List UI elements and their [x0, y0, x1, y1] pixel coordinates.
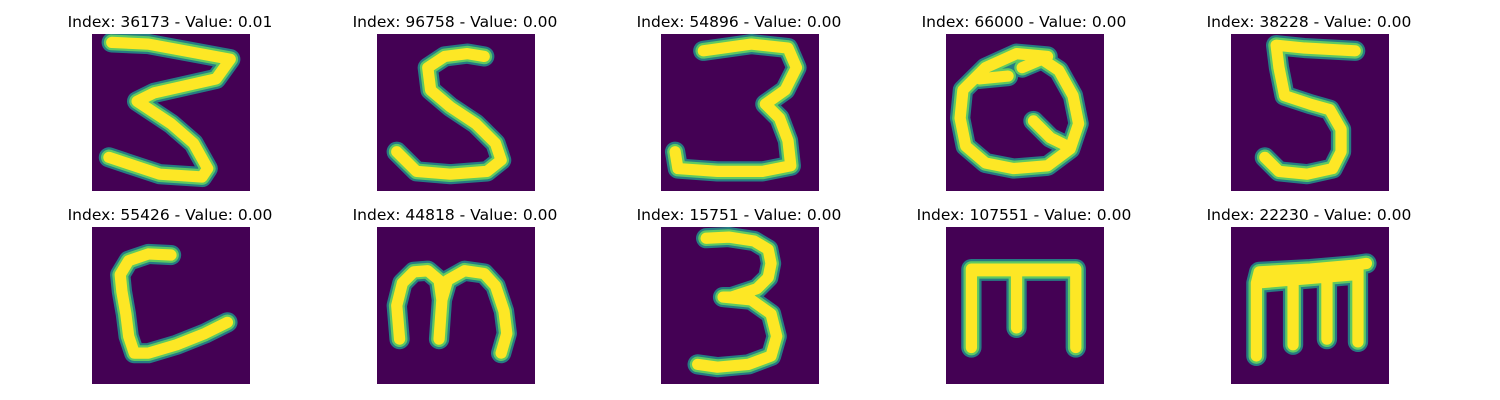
image-panel: Index: 44818 - Value: 0.00	[330, 205, 580, 385]
glyph-stroke-layer-3	[391, 48, 507, 180]
glyph-stroke-layer-3	[1250, 257, 1373, 362]
glyph-stroke-layer-3	[965, 263, 1082, 354]
glyph-stroke-layer-3	[1259, 39, 1361, 180]
handwritten-glyph-image	[92, 34, 250, 191]
panel-title: Index: 44818 - Value: 0.00	[352, 206, 558, 224]
glyph-stroke-layer-3	[391, 265, 513, 359]
panel-title: Index: 36173 - Value: 0.01	[67, 13, 273, 31]
panel-title: Index: 107551 - Value: 0.00	[916, 206, 1132, 224]
panel-title: Index: 22230 - Value: 0.00	[1206, 206, 1412, 224]
glyph-stroke-layer-3	[114, 248, 234, 359]
image-panel: Index: 55426 - Value: 0.00	[45, 205, 295, 385]
glyph-drawing	[1246, 253, 1377, 367]
glyph-stroke-layer-3	[103, 36, 236, 183]
glyph-stroke-layer-3	[954, 48, 1085, 175]
panel-title: Index: 55426 - Value: 0.00	[67, 206, 273, 224]
handwritten-glyph-image	[661, 227, 819, 384]
glyph-stroke-layer-3	[692, 231, 783, 373]
panel-title: Index: 38228 - Value: 0.00	[1206, 13, 1412, 31]
handwritten-glyph-image	[1231, 227, 1389, 384]
image-panel: Index: 15751 - Value: 0.00	[614, 205, 864, 385]
handwritten-glyph-image	[946, 227, 1104, 384]
image-panel: Index: 38228 - Value: 0.00	[1184, 12, 1434, 192]
image-panel: Index: 22230 - Value: 0.00	[1184, 205, 1434, 385]
glyph-drawing	[98, 34, 241, 188]
glyph-drawing	[961, 258, 1086, 358]
panel-title: Index: 54896 - Value: 0.00	[636, 13, 842, 31]
glyph-stroke-layer-2	[112, 246, 236, 362]
glyph-stroke-layer-3	[669, 38, 803, 177]
handwritten-glyph-image	[92, 227, 250, 384]
glyph-drawing	[1254, 35, 1366, 185]
handwritten-glyph-image	[946, 34, 1104, 191]
glyph-drawing	[687, 227, 787, 378]
handwritten-glyph-image	[1231, 34, 1389, 191]
panel-title: Index: 66000 - Value: 0.00	[921, 13, 1127, 31]
panel-title: Index: 15751 - Value: 0.00	[636, 206, 842, 224]
panel-title: Index: 96758 - Value: 0.00	[352, 13, 558, 31]
glyph-stroke-layer-2	[667, 36, 805, 180]
handwritten-glyph-image	[377, 34, 535, 191]
image-panel: Index: 107551 - Value: 0.00	[899, 205, 1149, 385]
glyph-drawing	[386, 43, 512, 185]
glyph-drawing	[949, 43, 1089, 179]
handwritten-glyph-image	[377, 227, 535, 384]
image-panel: Index: 54896 - Value: 0.00	[614, 12, 864, 192]
glyph-drawing	[386, 260, 517, 364]
glyph-drawing	[110, 243, 238, 364]
image-panel: Index: 66000 - Value: 0.00	[899, 12, 1149, 192]
image-panel: Index: 36173 - Value: 0.01	[45, 12, 295, 192]
handwritten-glyph-image	[661, 34, 819, 191]
glyph-drawing	[664, 34, 807, 182]
image-panel: Index: 96758 - Value: 0.00	[330, 12, 580, 192]
